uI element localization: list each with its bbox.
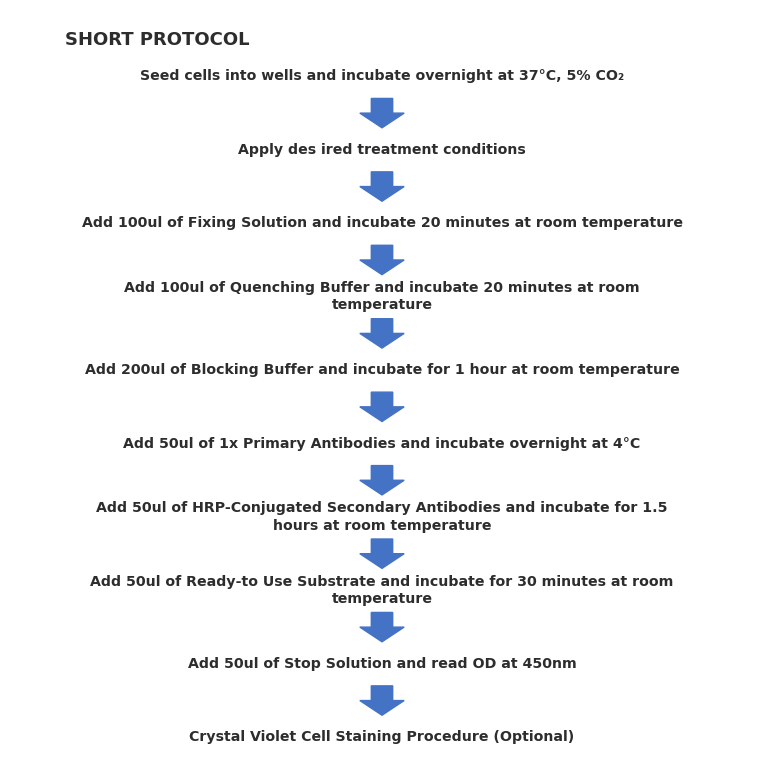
Polygon shape <box>360 99 404 128</box>
Polygon shape <box>360 319 404 348</box>
Polygon shape <box>360 613 404 642</box>
Text: Seed cells into wells and incubate overnight at 37°C, 5% CO₂: Seed cells into wells and incubate overn… <box>140 70 624 83</box>
Polygon shape <box>360 686 404 715</box>
Polygon shape <box>360 245 404 274</box>
Text: Add 50ul of Ready-to Use Substrate and incubate for 30 minutes at room
temperatu: Add 50ul of Ready-to Use Substrate and i… <box>90 575 674 606</box>
Text: Add 50ul of HRP-Conjugated Secondary Antibodies and incubate for 1.5
hours at ro: Add 50ul of HRP-Conjugated Secondary Ant… <box>96 501 668 533</box>
Text: Add 50ul of Stop Solution and read OD at 450nm: Add 50ul of Stop Solution and read OD at… <box>188 657 576 671</box>
Polygon shape <box>360 392 404 422</box>
Text: Add 200ul of Blocking Buffer and incubate for 1 hour at room temperature: Add 200ul of Blocking Buffer and incubat… <box>85 363 679 377</box>
Text: Apply des ired treatment conditions: Apply des ired treatment conditions <box>238 143 526 157</box>
Text: Add 100ul of Quenching Buffer and incubate 20 minutes at room
temperature: Add 100ul of Quenching Buffer and incuba… <box>125 281 639 312</box>
Polygon shape <box>360 172 404 201</box>
Text: Add 50ul of 1x Primary Antibodies and incubate overnight at 4°C: Add 50ul of 1x Primary Antibodies and in… <box>123 436 641 451</box>
Text: SHORT PROTOCOL: SHORT PROTOCOL <box>65 31 249 49</box>
Text: Crystal Violet Cell Staining Procedure (Optional): Crystal Violet Cell Staining Procedure (… <box>189 730 575 744</box>
Text: Add 100ul of Fixing Solution and incubate 20 minutes at room temperature: Add 100ul of Fixing Solution and incubat… <box>82 216 682 230</box>
Polygon shape <box>360 465 404 495</box>
Polygon shape <box>360 539 404 568</box>
